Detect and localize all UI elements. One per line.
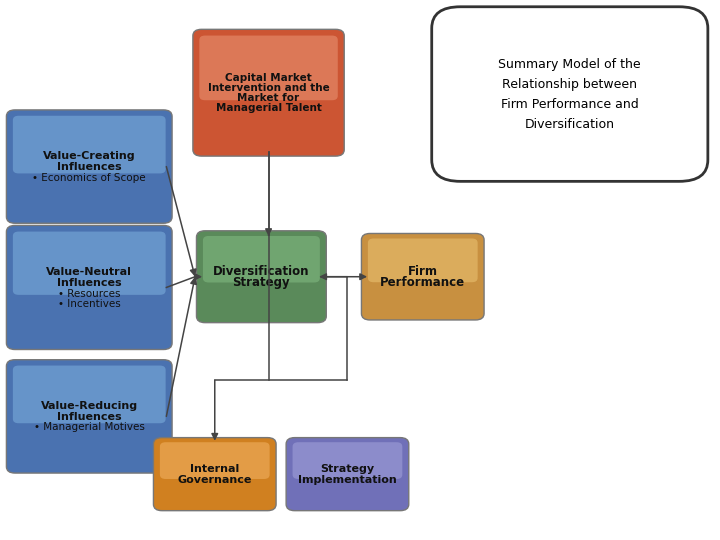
FancyBboxPatch shape (361, 233, 484, 320)
Text: • Incentives: • Incentives (58, 299, 121, 308)
FancyBboxPatch shape (292, 442, 402, 479)
Text: Implementation: Implementation (298, 475, 397, 484)
Text: Value-Reducing: Value-Reducing (41, 401, 138, 411)
Text: Market for: Market for (238, 93, 300, 103)
Text: Diversification: Diversification (213, 265, 310, 278)
FancyBboxPatch shape (6, 225, 172, 349)
Text: Influences: Influences (57, 411, 122, 422)
FancyBboxPatch shape (13, 116, 166, 173)
Text: Managerial Talent: Managerial Talent (215, 103, 322, 113)
FancyBboxPatch shape (197, 231, 326, 322)
Text: Summary Model of the
Relationship between
Firm Performance and
Diversification: Summary Model of the Relationship betwee… (498, 58, 641, 131)
FancyBboxPatch shape (432, 7, 708, 181)
FancyBboxPatch shape (160, 442, 269, 479)
Text: • Managerial Motives: • Managerial Motives (34, 422, 145, 433)
Text: Internal: Internal (190, 464, 239, 474)
FancyBboxPatch shape (13, 232, 166, 295)
FancyBboxPatch shape (193, 29, 344, 156)
Text: • Resources: • Resources (58, 288, 120, 299)
Text: Influences: Influences (57, 278, 122, 288)
FancyBboxPatch shape (6, 360, 172, 473)
Text: Intervention and the: Intervention and the (207, 83, 330, 93)
FancyBboxPatch shape (286, 437, 409, 511)
FancyBboxPatch shape (368, 239, 477, 282)
Text: Influences: Influences (57, 162, 122, 172)
FancyBboxPatch shape (13, 366, 166, 423)
FancyBboxPatch shape (153, 437, 276, 511)
Text: Firm: Firm (408, 265, 438, 278)
Text: Value-Creating: Value-Creating (43, 151, 135, 161)
FancyBboxPatch shape (199, 36, 338, 100)
Text: • Economics of Scope: • Economics of Scope (32, 173, 146, 183)
Text: Capital Market: Capital Market (225, 72, 312, 83)
Text: Performance: Performance (380, 276, 465, 289)
Text: Strategy: Strategy (320, 464, 374, 474)
FancyBboxPatch shape (203, 236, 320, 282)
Text: Governance: Governance (178, 475, 252, 484)
Text: Value-Neutral: Value-Neutral (46, 267, 132, 277)
Text: Strategy: Strategy (233, 276, 290, 289)
FancyBboxPatch shape (6, 110, 172, 223)
